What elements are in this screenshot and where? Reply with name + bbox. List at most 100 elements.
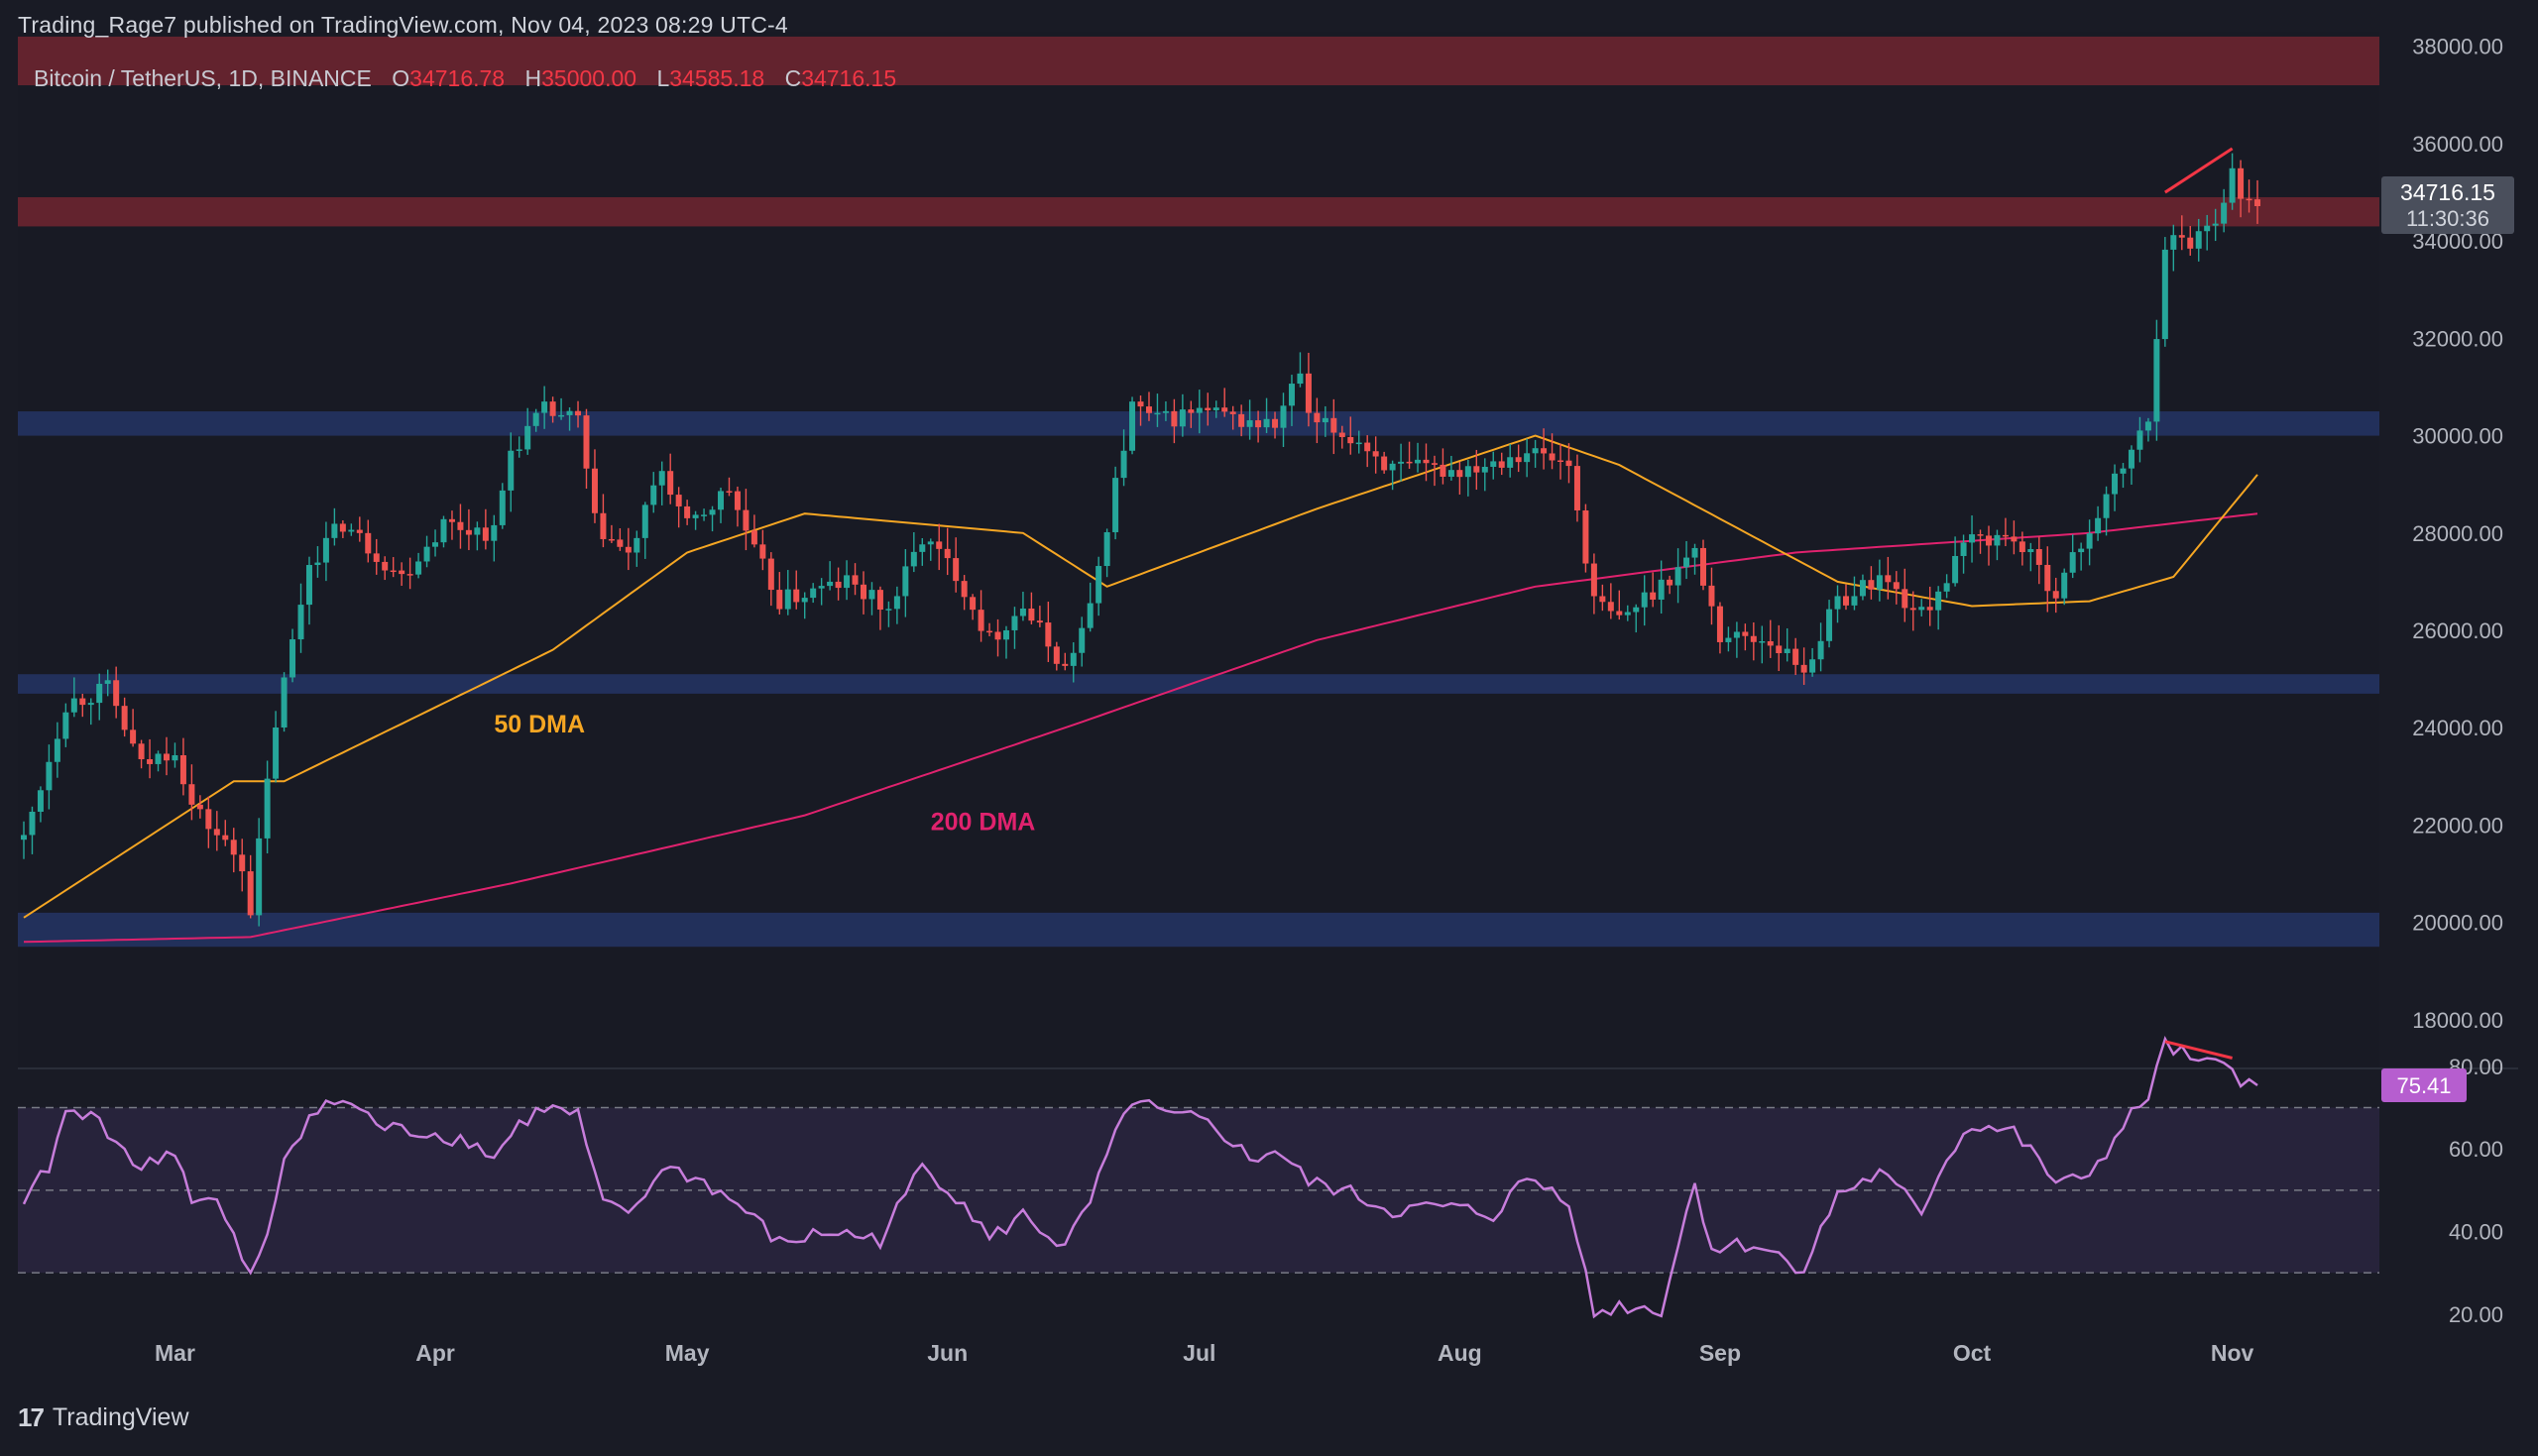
candle-body — [692, 514, 699, 518]
candle-body — [1196, 407, 1203, 413]
candle-body — [927, 541, 934, 545]
candle-body — [541, 401, 548, 413]
candle-body — [2002, 534, 2009, 537]
close-label: C — [784, 65, 802, 91]
candle-body — [549, 401, 556, 416]
price-axis-label: 24000.00 — [2412, 716, 2503, 740]
candle-body — [423, 546, 430, 562]
candle-body — [1490, 461, 1497, 467]
candle-body — [558, 414, 565, 417]
symbol-name[interactable]: Bitcoin / TetherUS, 1D, BINANCE — [34, 65, 372, 91]
candle-body — [1708, 585, 1715, 607]
candle-body — [1347, 436, 1354, 444]
candle-body — [499, 490, 506, 525]
candle-body — [399, 570, 405, 575]
candle-body — [750, 530, 757, 545]
price-axis-label: 36000.00 — [2412, 132, 2503, 157]
price-axis-label: 20000.00 — [2412, 911, 2503, 936]
rsi-badge-value: 75.41 — [2396, 1073, 2451, 1098]
candle-body — [1255, 420, 1262, 428]
candle-body — [314, 562, 321, 566]
high-label: H — [524, 65, 542, 91]
candle-body — [188, 784, 195, 805]
candle-body — [1716, 606, 1723, 642]
candle-body — [2078, 548, 2085, 553]
candle-body — [767, 558, 774, 591]
candle-body — [1120, 450, 1127, 479]
candle-body — [970, 597, 977, 611]
candle-body — [2136, 430, 2143, 450]
candle-body — [457, 521, 464, 530]
candle-body — [1809, 659, 1816, 673]
candle-body — [1994, 534, 2001, 546]
candle-body — [2061, 572, 2068, 599]
candle-body — [701, 514, 708, 516]
candle-body — [1549, 453, 1556, 461]
candle-body — [1087, 603, 1094, 628]
candle-body — [2221, 202, 2228, 224]
annotations-layer: 50 DMA 200 DMA — [494, 147, 2234, 836]
candle-body — [1800, 664, 1807, 673]
candle-body — [179, 755, 186, 785]
candle-body — [222, 835, 229, 840]
candle-body — [1129, 401, 1136, 451]
candle-body — [868, 590, 875, 600]
candle-body — [1188, 409, 1195, 413]
candle-body — [1481, 466, 1488, 473]
candle-body — [1162, 410, 1169, 413]
candle-body — [784, 589, 791, 610]
candle-body — [322, 537, 329, 563]
rsi-axis-label: 20.00 — [2449, 1302, 2503, 1327]
candle-body — [482, 527, 489, 541]
candle-body — [1935, 591, 1942, 611]
candle-body — [1137, 401, 1144, 407]
candle-body — [1070, 652, 1077, 666]
low-value: 34585.18 — [669, 65, 765, 91]
candle-body — [1876, 575, 1883, 590]
candle-body — [801, 598, 808, 603]
date-axis-label: Jul — [1183, 1340, 1215, 1366]
candle-body — [1792, 648, 1799, 665]
candle-body — [1179, 409, 1186, 427]
candle-body — [1633, 607, 1640, 613]
high-value: 35000.00 — [541, 65, 637, 91]
candle-body — [1372, 451, 1379, 457]
candle-body — [726, 491, 733, 493]
candle-body — [876, 590, 883, 611]
candle-body — [87, 703, 94, 706]
candle-body — [919, 544, 926, 552]
date-axis-label: Mar — [155, 1340, 195, 1366]
candle-body — [617, 539, 624, 547]
price-axis-label: 38000.00 — [2412, 35, 2503, 59]
candle-body — [1969, 534, 1976, 543]
candle-body — [583, 415, 590, 469]
resistance-zone-0 — [18, 36, 2379, 86]
candle-body — [2229, 168, 2236, 203]
candle-body — [121, 706, 128, 730]
candle-body — [861, 584, 866, 600]
tradingview-logo[interactable]: 17 TradingView — [18, 1402, 189, 1433]
annotation-1: 200 DMA — [931, 808, 1036, 836]
candle-body — [1902, 589, 1908, 609]
candle-body — [2153, 339, 2160, 422]
candle-body — [2187, 237, 2194, 249]
date-axis-label: Nov — [2211, 1340, 2254, 1366]
candle-body — [147, 758, 154, 764]
candle-body — [21, 835, 27, 840]
candle-body — [1406, 461, 1413, 464]
candle-body — [709, 509, 716, 515]
candle-body — [1212, 407, 1219, 410]
candle-body — [2112, 473, 2119, 495]
candle-body — [608, 538, 615, 541]
candle-body — [1355, 442, 1362, 445]
candle-body — [1145, 406, 1152, 413]
candle-body — [893, 596, 900, 610]
candle-body — [1440, 464, 1446, 477]
candle-body — [365, 532, 372, 554]
candle-body — [1926, 607, 1933, 611]
candle-body — [575, 410, 582, 416]
candle-body — [348, 529, 355, 532]
candle-body — [230, 840, 237, 855]
candle-body — [600, 512, 607, 539]
